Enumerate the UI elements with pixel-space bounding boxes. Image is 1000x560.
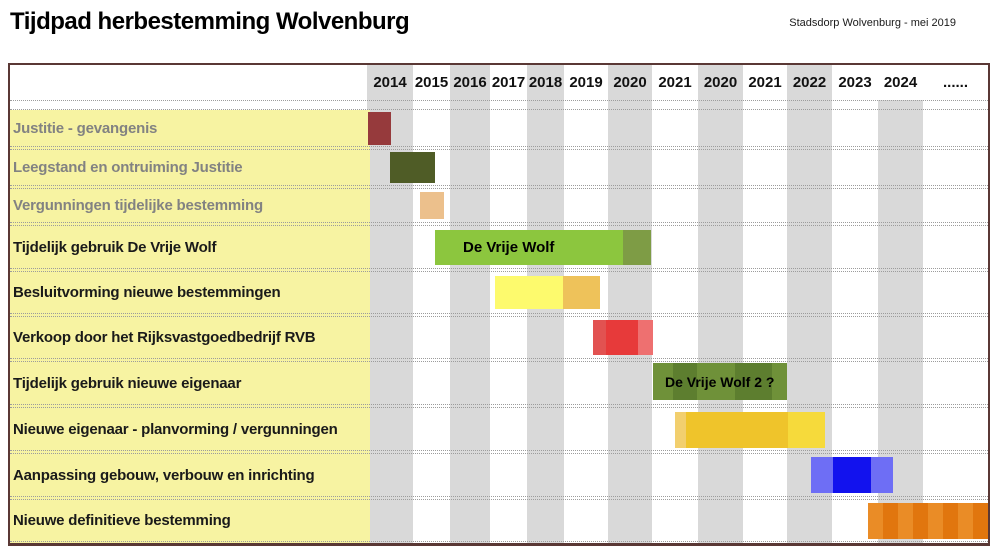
task-bar-1 [390,152,435,183]
bar-segment [811,457,833,493]
gantt-chart: 2014 2015 2016 2017 2018 2019 2020 2021 2020 2021… [8,63,990,546]
task-row-6: Tijdelijk gebruik nieuwe eigenaar [10,361,988,405]
bar-segment [420,192,444,219]
task-row-9: Nieuwe definitieve bestemming [10,499,988,542]
bar-segment [772,363,787,400]
bar-segment [871,457,893,493]
year-stripe-2018 [527,100,564,543]
task-bar-2 [420,192,444,219]
year-header-2017: 2017 [491,74,526,91]
bar-segment [435,230,623,265]
year-stripe-2020 [698,100,743,543]
bar-segment [788,412,825,448]
task-label: Aanpassing gebouw, verbouw en inrichting [13,466,315,484]
task-bar-7 [675,412,825,448]
task-row-2: Vergunningen tijdelijke bestemming [10,188,988,223]
bar-segment [686,412,788,448]
year-header-2015: 2015 [414,74,449,91]
bar-segment [390,152,435,183]
year-header-2020: 2020 [698,65,743,100]
task-row-7: Nieuwe eigenaar - planvorming / vergunni… [10,407,988,451]
bar-segment [368,112,391,145]
task-row-4: Besluitvorming nieuwe bestemmingen [10,271,988,314]
bar-segment [495,276,563,309]
bar-segment [593,320,606,355]
year-header-2016: 2016 [450,65,490,100]
bar-segment [638,320,653,355]
task-bar-6: De Vrije Wolf 2 ? [653,363,787,400]
task-label: Justitie - gevangenis [13,119,158,137]
task-bar-8 [811,457,893,493]
bar-segment [623,230,651,265]
bar-segment [833,457,871,493]
bar-segment [606,320,638,355]
task-row-0: Justitie - gevangenis [10,109,988,147]
page-annotation: Stadsdorp Wolvenburg - mei 2019 [789,17,956,29]
year-header-2023: 2023 [838,74,872,91]
bar-label: De Vrije Wolf 2 ? [665,373,775,390]
year-header-2021: 2021 [658,74,692,91]
bar-segment [653,363,673,400]
year-header-......: ...... [942,74,968,91]
task-label: Leegstand en ontruiming Justitie [13,159,243,176]
task-label-column [10,110,370,543]
bar-segment [675,412,686,448]
task-bar-9 [868,503,988,539]
bar-label: De Vrije Wolf [463,239,555,256]
task-bar-3: De Vrije Wolf [435,230,651,265]
bar-segment [735,363,772,400]
task-row-5: Verkoop door het Rijksvastgoedbedrijf RV… [10,316,988,359]
task-label: Verkoop door het Rijksvastgoedbedrijf RV… [13,329,316,346]
bar-segment [563,276,600,309]
task-label: Tijdelijk gebruik De Vrije Wolf [13,238,217,256]
year-header-2020: 2020 [608,65,652,100]
year-header-2019: 2019 [569,74,603,91]
year-header-2014: 2014 [367,65,413,100]
task-row-3: Tijdelijk gebruik De Vrije Wolf [10,225,988,269]
task-bar-0 [368,112,391,145]
year-header-2021: 2021 [748,74,782,91]
year-header-2018: 2018 [527,65,564,100]
task-label: Nieuwe eigenaar - planvorming / vergunni… [13,420,338,438]
bar-segment-striped [868,503,988,539]
task-label: Besluitvorming nieuwe bestemmingen [13,284,281,301]
bar-segment [697,363,735,400]
task-bar-4 [495,276,600,309]
year-header-2024: 2024 [883,74,918,91]
page-title: Tijdpad herbestemming Wolvenburg [10,8,410,35]
task-label: Nieuwe definitieve bestemming [13,512,231,529]
task-bar-5 [593,320,653,355]
task-row-1: Leegstand en ontruiming Justitie [10,149,988,186]
task-label: Tijdelijk gebruik nieuwe eigenaar [13,374,242,392]
task-label: Vergunningen tijdelijke bestemming [13,197,263,214]
year-stripe-2016 [450,100,490,543]
bar-segment [673,363,697,400]
task-row-8: Aanpassing gebouw, verbouw en inrichting [10,453,988,497]
header-divider [10,100,988,101]
year-header-2022: 2022 [787,65,832,100]
